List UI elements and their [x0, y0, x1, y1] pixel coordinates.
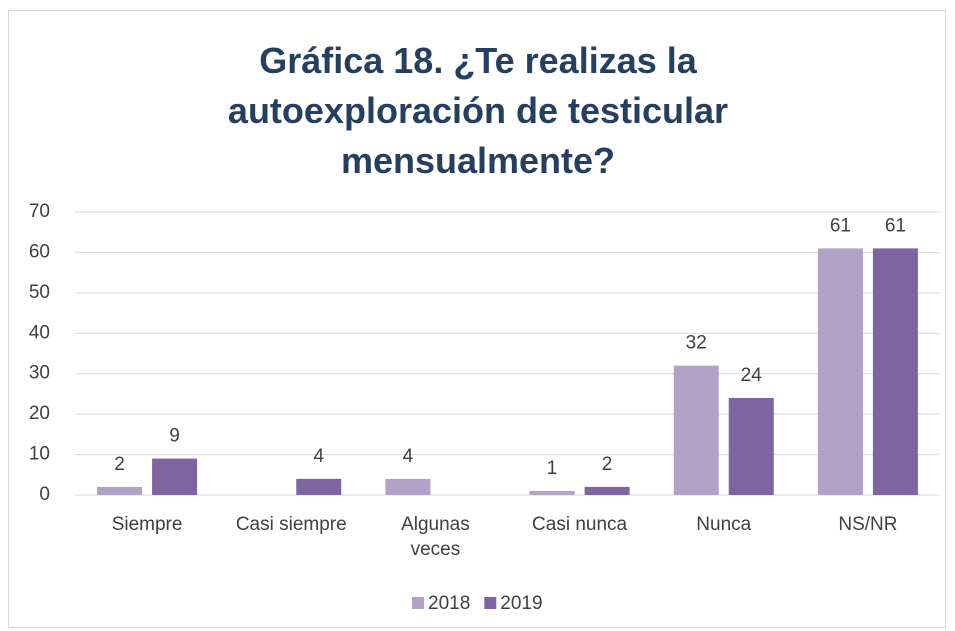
bar — [728, 397, 774, 495]
legend-swatch — [412, 597, 424, 609]
chart-frame — [8, 10, 946, 628]
bar — [584, 486, 630, 495]
bar — [97, 486, 143, 495]
y-tick-label: 60 — [29, 241, 50, 262]
y-tick-label: 20 — [29, 403, 50, 424]
bar — [296, 478, 342, 495]
bar — [872, 248, 918, 495]
value-label: 4 — [313, 446, 324, 467]
bar — [385, 478, 431, 495]
value-label: 2 — [602, 454, 613, 475]
x-tick-label: Nunca — [696, 514, 752, 535]
y-tick-label: 30 — [29, 363, 50, 384]
y-tick-label: 10 — [29, 444, 50, 465]
legend-label: 2019 — [500, 593, 542, 614]
bar — [673, 365, 719, 495]
x-tick-label: Casi siempre — [235, 514, 347, 535]
value-label: 4 — [403, 446, 414, 467]
x-tick-label: Siempre — [111, 514, 183, 535]
value-label: 2 — [114, 454, 125, 475]
y-tick-label: 70 — [29, 201, 50, 222]
value-label: 61 — [830, 215, 851, 236]
value-label: 1 — [547, 458, 558, 479]
x-tick-label: Algunas veces — [401, 514, 470, 560]
x-tick-label: Casi nunca — [532, 514, 628, 535]
y-tick-label: 50 — [29, 282, 50, 303]
x-tick-label: NS/NR — [838, 514, 898, 535]
value-label: 32 — [686, 333, 707, 354]
value-label: 9 — [169, 426, 180, 447]
y-tick-label: 0 — [39, 484, 50, 505]
value-label: 24 — [741, 365, 763, 386]
bar — [152, 458, 198, 495]
bar — [817, 248, 863, 495]
y-tick-label: 40 — [29, 322, 50, 343]
value-label: 61 — [885, 215, 906, 236]
bar — [529, 490, 575, 495]
legend-label: 2018 — [428, 593, 470, 614]
legend-swatch — [484, 597, 497, 609]
chart-title: Gráfica 18. ¿Te realizas la autoexplorac… — [227, 40, 729, 181]
